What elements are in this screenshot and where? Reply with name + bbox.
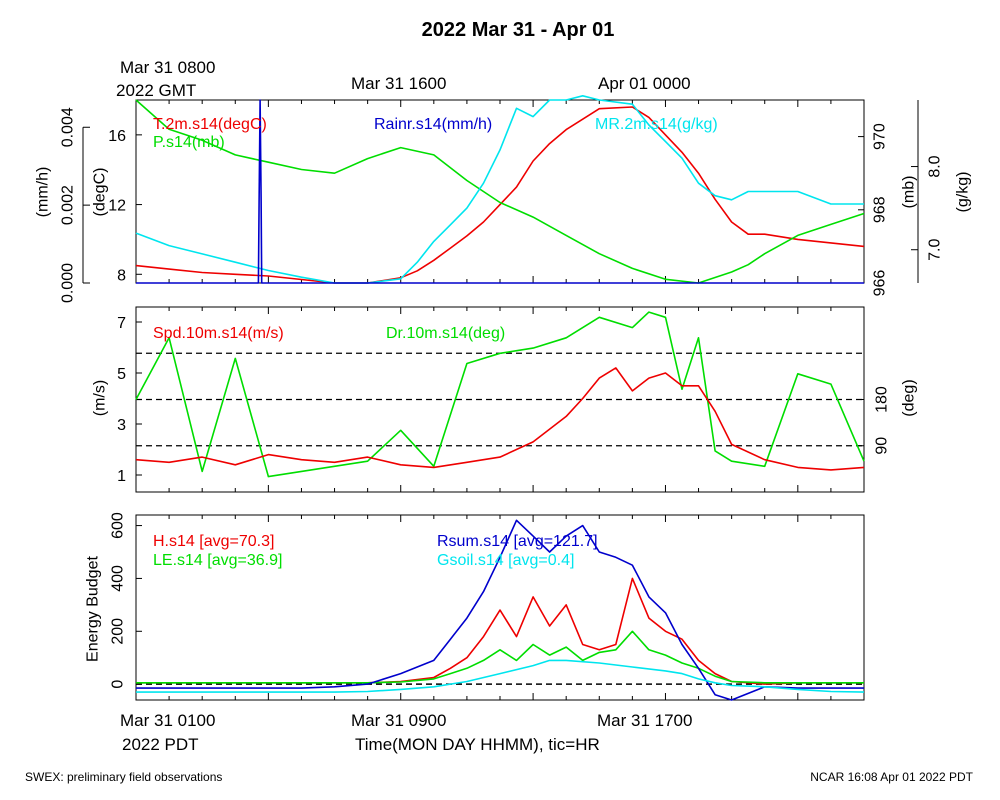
legend-soil-heat: Gsoil.s14 [avg=0.4] (437, 552, 574, 569)
speed-tick-label: 1 (117, 468, 126, 485)
bottom-time-label-3: Mar 31 1700 (597, 711, 692, 730)
pressure-tick-label: 968 (872, 196, 889, 223)
mixing-ratio-axis-label: (g/kg) (955, 172, 972, 213)
temp-tick-label: 16 (108, 128, 126, 145)
series-line-middle-spd (135, 367, 865, 471)
chart-title: 2022 Mar 31 - Apr 01 (422, 19, 615, 41)
speed-tick-label: 5 (117, 366, 126, 383)
top-time-label-3: Apr 01 0000 (598, 74, 691, 93)
pressure-axis-label: (mb) (901, 176, 918, 209)
series-line-bottom-rsum (136, 519, 864, 701)
footer-left: SWEX: preliminary field observations (25, 770, 222, 784)
series-line-top-p (135, 99, 865, 284)
speed-tick-label: 3 (117, 417, 126, 434)
rain-axis-label: (mm/h) (35, 167, 52, 218)
series-line-top-rainr (136, 99, 864, 284)
top-time-label-2: Mar 31 1600 (351, 74, 446, 93)
legend-pressure: P.s14(mb) (153, 134, 225, 151)
top-time-label-0: Mar 31 0800 (120, 58, 215, 77)
energy-tick-label: 200 (110, 618, 127, 645)
energy-axis-label: Energy Budget (85, 556, 102, 662)
bottom-time-label-1: 2022 PDT (122, 735, 199, 754)
legend-net-radiation: Rsum.s14 [avg=121.7] (437, 533, 598, 550)
series-line-top-mr (135, 95, 864, 284)
series-line-bottom-gsoil (136, 659, 865, 693)
legend-mixing-ratio: MR.2m.s14(g/kg) (595, 116, 718, 133)
bottom-time-label-2: Mar 31 0900 (351, 711, 446, 730)
legend-direction: Dr.10m.s14(deg) (386, 325, 505, 342)
series-line-bottom-le (136, 630, 864, 684)
legend-sensible-heat: H.s14 [avg=70.3] (153, 533, 274, 550)
legend-rain: Rainr.s14(mm/h) (374, 116, 492, 133)
legend-latent-heat: LE.s14 [avg=36.9] (153, 552, 282, 569)
top-time-label-1: 2022 GMT (116, 81, 196, 100)
speed-tick-label: 7 (117, 315, 126, 332)
temp-tick-label: 8 (117, 267, 126, 284)
temp-axis-label: (degC) (92, 168, 109, 217)
footer-right: NCAR 16:08 Apr 01 2022 PDT (810, 770, 973, 784)
legend-temperature: T.2m.s14(degC) (153, 116, 267, 133)
mixing-ratio-tick-label: 8.0 (927, 155, 944, 177)
pressure-tick-label: 970 (872, 123, 889, 150)
rain-tick-label: 0.004 (60, 107, 77, 147)
series-line-middle-dr (135, 311, 865, 478)
bottom-time-label-0: Mar 31 0100 (120, 711, 215, 730)
temp-tick-label: 12 (108, 198, 126, 215)
energy-tick-label: 600 (110, 512, 127, 539)
rain-tick-label: 0.000 (60, 263, 77, 303)
direction-tick-label: 90 (874, 437, 891, 455)
x-axis-label: Time(MON DAY HHMM), tic=HR (355, 735, 600, 754)
rain-tick-label: 0.002 (60, 185, 77, 225)
energy-tick-label: 0 (110, 680, 127, 689)
direction-axis-label: (deg) (901, 379, 918, 416)
speed-axis-label: (m/s) (92, 380, 109, 416)
pressure-tick-label: 966 (872, 270, 889, 297)
series-line-top-t (135, 106, 865, 284)
energy-tick-label: 400 (110, 565, 127, 592)
legend-speed: Spd.10m.s14(m/s) (153, 325, 284, 342)
direction-tick-label: 180 (874, 386, 891, 413)
mixing-ratio-tick-label: 7.0 (927, 239, 944, 261)
